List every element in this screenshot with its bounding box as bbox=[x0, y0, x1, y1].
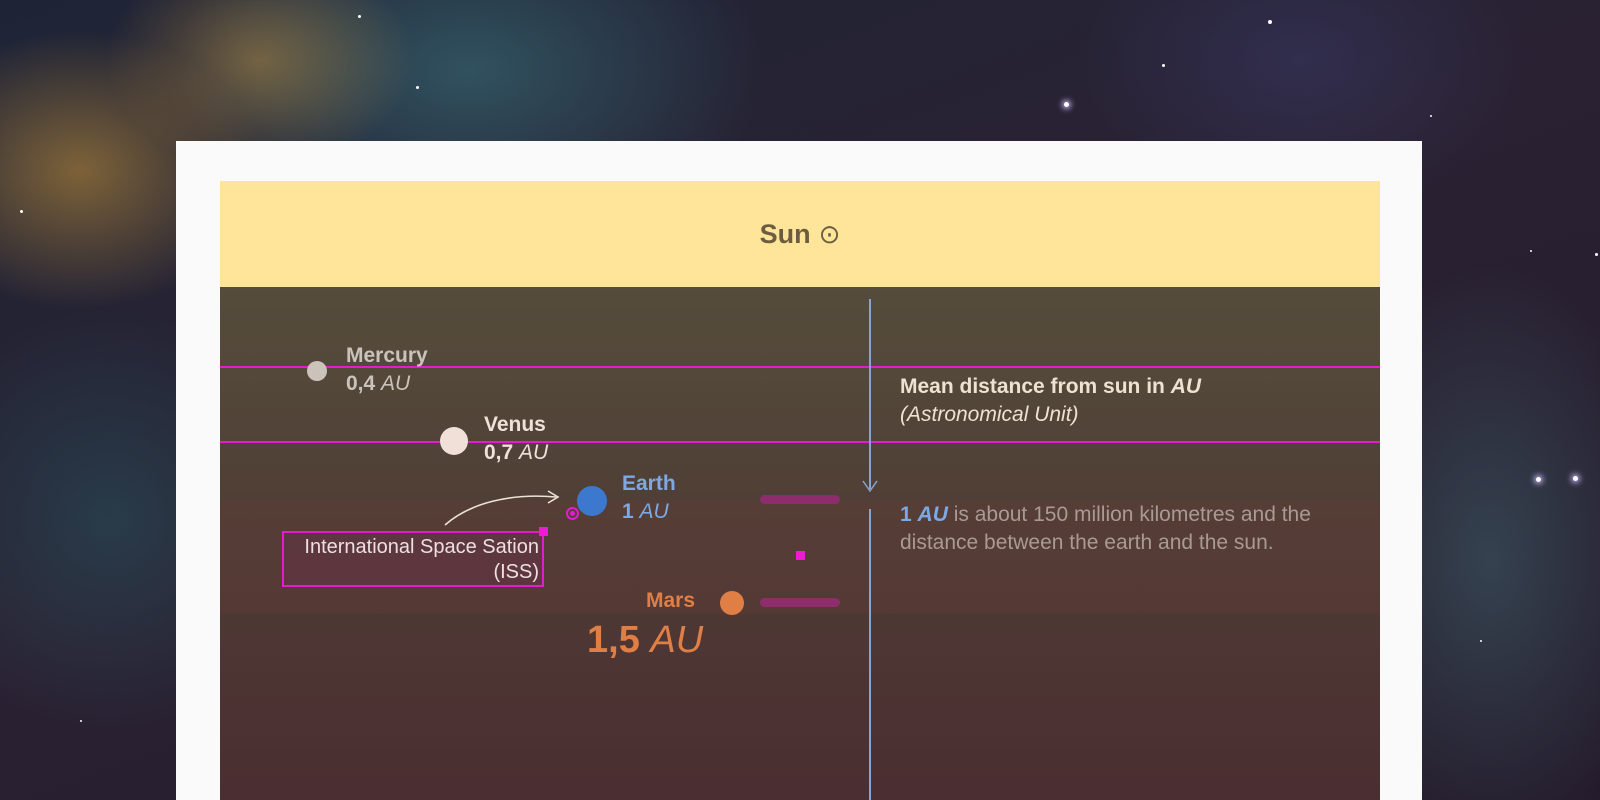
star bbox=[80, 720, 82, 722]
mercury-distance: 0,4 AU bbox=[346, 372, 410, 396]
mercury-name: Mercury bbox=[346, 344, 428, 367]
legend-subtitle: (Astronomical Unit) bbox=[900, 403, 1079, 426]
earth-distance: 1 AU bbox=[622, 500, 669, 524]
au-note-unit: AU bbox=[917, 503, 948, 526]
star bbox=[1573, 476, 1578, 481]
mercury-distance-value: 0,4 bbox=[346, 372, 376, 395]
resize-handle[interactable] bbox=[539, 527, 548, 536]
mars-name: Mars bbox=[646, 589, 696, 612]
star bbox=[1064, 102, 1069, 107]
au-note-value: 1 bbox=[900, 503, 912, 526]
au-note-highlight: 1 AU bbox=[900, 503, 948, 526]
mars-distance-value: 1,5 bbox=[587, 619, 640, 661]
venus-distance: 0,7 AU bbox=[484, 441, 548, 465]
iss-label-box[interactable]: International Space Sation (ISS) bbox=[282, 531, 544, 587]
star bbox=[358, 15, 361, 18]
star bbox=[1162, 64, 1165, 67]
mercury-distance-unit: AU bbox=[381, 372, 411, 395]
au-note-text: is about 150 million kilometres and the … bbox=[900, 503, 1311, 554]
sun-label: Sun bbox=[759, 218, 811, 249]
star bbox=[20, 210, 23, 213]
star bbox=[1430, 115, 1432, 117]
iss-abbr: (ISS) bbox=[493, 561, 539, 583]
distance-axis-lower bbox=[869, 509, 871, 800]
star bbox=[416, 86, 419, 89]
venus-distance-unit: AU bbox=[519, 441, 549, 464]
venus-guide-line bbox=[220, 441, 1380, 443]
star bbox=[1530, 250, 1532, 252]
star bbox=[1480, 640, 1482, 642]
mars-distance-unit: AU bbox=[650, 619, 704, 661]
iss-marker-icon bbox=[566, 507, 579, 520]
distance-axis bbox=[869, 299, 871, 489]
star bbox=[1268, 20, 1272, 24]
au-note: 1 AU is about 150 million kilometres and… bbox=[900, 501, 1320, 557]
legend-title-text: Mean distance from sun in bbox=[900, 375, 1165, 398]
mercury-guide-line bbox=[220, 366, 1380, 368]
venus-planet bbox=[440, 427, 468, 455]
earth-distance-unit: AU bbox=[639, 500, 669, 523]
legend-title-unit: AU bbox=[1170, 375, 1202, 398]
earth-name: Earth bbox=[622, 472, 676, 495]
venus-distance-value: 0,7 bbox=[484, 441, 514, 464]
mercury-planet bbox=[307, 361, 327, 381]
earth-distance-value: 1 bbox=[622, 500, 634, 523]
iss-label: International Space Sation bbox=[304, 536, 539, 558]
selection-handle[interactable] bbox=[796, 551, 805, 560]
earth-distance-bar bbox=[760, 495, 840, 504]
mars-planet bbox=[720, 591, 744, 615]
legend-title: Mean distance from sun in AU bbox=[900, 373, 1201, 401]
star bbox=[1536, 477, 1541, 482]
sun-bar: Sun ⊙ bbox=[220, 181, 1380, 287]
venus-name: Venus bbox=[484, 413, 546, 436]
planet-distance-diagram: Sun ⊙ Mercury 0,4 AU Venus 0,7 AU Earth … bbox=[220, 181, 1380, 800]
mars-distance: 1,5 AU bbox=[587, 619, 703, 662]
earth-planet bbox=[577, 486, 607, 516]
sun-symbol: ⊙ bbox=[818, 218, 841, 249]
arrow-down-icon bbox=[862, 480, 878, 493]
curved-arrow-icon bbox=[444, 490, 560, 526]
mars-distance-bar bbox=[760, 598, 840, 607]
star bbox=[1595, 253, 1598, 256]
